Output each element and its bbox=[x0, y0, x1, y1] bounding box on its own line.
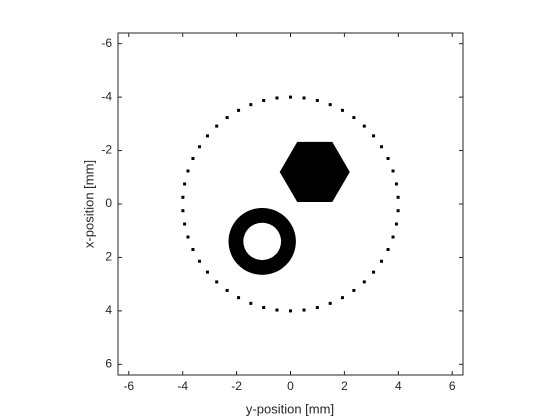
sensor-point bbox=[249, 301, 253, 305]
y-tick-label: 6 bbox=[105, 356, 112, 370]
x-tick-label: -4 bbox=[177, 379, 188, 393]
sensor-point bbox=[396, 209, 400, 213]
sensor-point bbox=[215, 280, 219, 284]
y-tick-label: -6 bbox=[101, 36, 112, 50]
x-tick-label: 6 bbox=[449, 379, 456, 393]
sensor-point bbox=[352, 116, 356, 120]
y-tick-label: 2 bbox=[105, 250, 112, 264]
sensor-point bbox=[380, 259, 384, 263]
sensor-point bbox=[362, 280, 366, 284]
sensor-point bbox=[372, 270, 376, 274]
sensor-point bbox=[315, 306, 319, 310]
sensor-point bbox=[205, 134, 209, 138]
y-tick-label: -2 bbox=[101, 143, 112, 157]
sensor-point bbox=[191, 248, 195, 252]
sensor-point bbox=[275, 96, 279, 100]
sensor-point bbox=[237, 108, 241, 112]
x-axis-label: y-position [mm] bbox=[246, 401, 334, 416]
sensor-point bbox=[275, 308, 279, 312]
sensor-point bbox=[328, 301, 332, 305]
sensor-point bbox=[289, 95, 292, 99]
sensor-point bbox=[396, 195, 400, 199]
y-axis-label: x-position [mm] bbox=[81, 160, 96, 248]
sensor-point bbox=[183, 182, 187, 186]
y-tick-label: 4 bbox=[105, 303, 112, 317]
x-tick-label: -2 bbox=[231, 379, 242, 393]
x-tick-label: 0 bbox=[287, 379, 294, 393]
sensor-point bbox=[352, 288, 356, 292]
sensor-point bbox=[340, 296, 344, 300]
sensor-point bbox=[197, 259, 201, 263]
sensor-point bbox=[197, 145, 201, 149]
y-tick-label: -4 bbox=[101, 89, 112, 103]
sensor-point bbox=[340, 108, 344, 112]
sensor-point bbox=[191, 156, 195, 160]
sensor-point bbox=[225, 288, 229, 292]
sensor-point bbox=[394, 222, 398, 226]
sensor-point bbox=[181, 209, 185, 213]
sensor-point bbox=[249, 103, 253, 107]
sensor-point bbox=[328, 103, 332, 107]
sensor-point bbox=[394, 182, 398, 186]
sensor-point bbox=[391, 235, 395, 239]
sensor-point bbox=[205, 270, 209, 274]
sensor-point bbox=[391, 169, 395, 173]
x-tick-label: -6 bbox=[123, 379, 134, 393]
sensor-point bbox=[386, 156, 390, 160]
sensor-point bbox=[215, 124, 219, 128]
sensor-point bbox=[302, 308, 306, 312]
sensor-point bbox=[372, 134, 376, 138]
sensor-point bbox=[380, 145, 384, 149]
sensor-point bbox=[186, 169, 190, 173]
x-tick-label: 4 bbox=[395, 379, 402, 393]
sensor-point bbox=[362, 124, 366, 128]
sensor-point bbox=[386, 248, 390, 252]
y-tick-label: 0 bbox=[105, 196, 112, 210]
sensor-point bbox=[225, 116, 229, 120]
sensor-point bbox=[262, 306, 266, 310]
annulus bbox=[228, 207, 296, 275]
hexagon bbox=[279, 141, 350, 203]
sensor-point bbox=[183, 222, 187, 226]
sensor-point bbox=[315, 98, 319, 102]
sensor-point bbox=[181, 195, 185, 199]
sensor-point bbox=[262, 98, 266, 102]
sensor-point bbox=[302, 96, 306, 100]
sensor-point bbox=[237, 296, 241, 300]
sensor-point bbox=[289, 309, 292, 313]
x-tick-label: 2 bbox=[341, 379, 348, 393]
sensor-point bbox=[186, 235, 190, 239]
